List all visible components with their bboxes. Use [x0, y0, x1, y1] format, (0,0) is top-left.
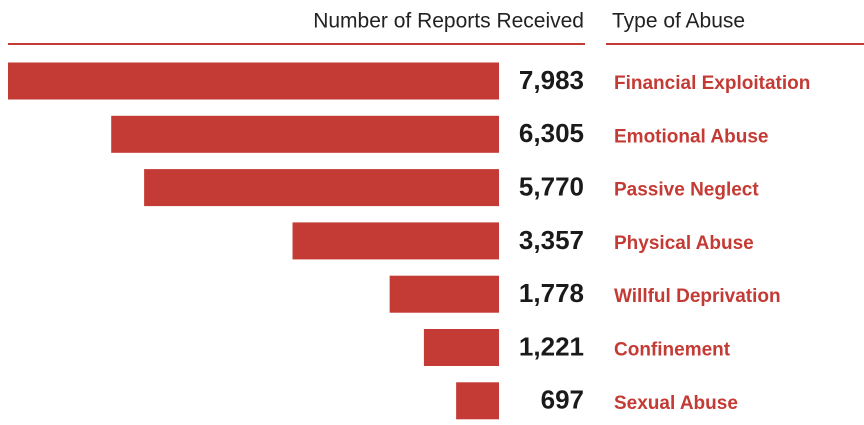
category-label: Emotional Abuse: [614, 126, 768, 147]
value-label: 1,778: [519, 278, 584, 308]
category-label: Passive Neglect: [614, 180, 759, 201]
bar: [423, 329, 499, 366]
bar: [456, 382, 499, 420]
bar: [144, 169, 499, 207]
value-label: 697: [541, 385, 584, 415]
bar: [389, 275, 499, 313]
value-label: 1,221: [519, 331, 584, 361]
category-label: Sexual Abuse: [614, 393, 738, 414]
category-header: Type of Abuse: [612, 10, 745, 33]
category-label: Financial Exploitation: [614, 73, 810, 94]
category-label: Willful Deprivation: [614, 286, 781, 307]
value-label: 5,770: [519, 171, 584, 201]
category-label: Confinement: [614, 340, 731, 361]
value-label: 6,305: [519, 118, 584, 148]
value-label: 3,357: [519, 225, 584, 255]
bar: [111, 115, 499, 153]
category-label: Physical Abuse: [614, 233, 754, 254]
bar: [292, 222, 499, 260]
bar: [8, 62, 499, 100]
value-header: Number of Reports Received: [313, 10, 584, 33]
value-label: 7,983: [519, 65, 584, 95]
